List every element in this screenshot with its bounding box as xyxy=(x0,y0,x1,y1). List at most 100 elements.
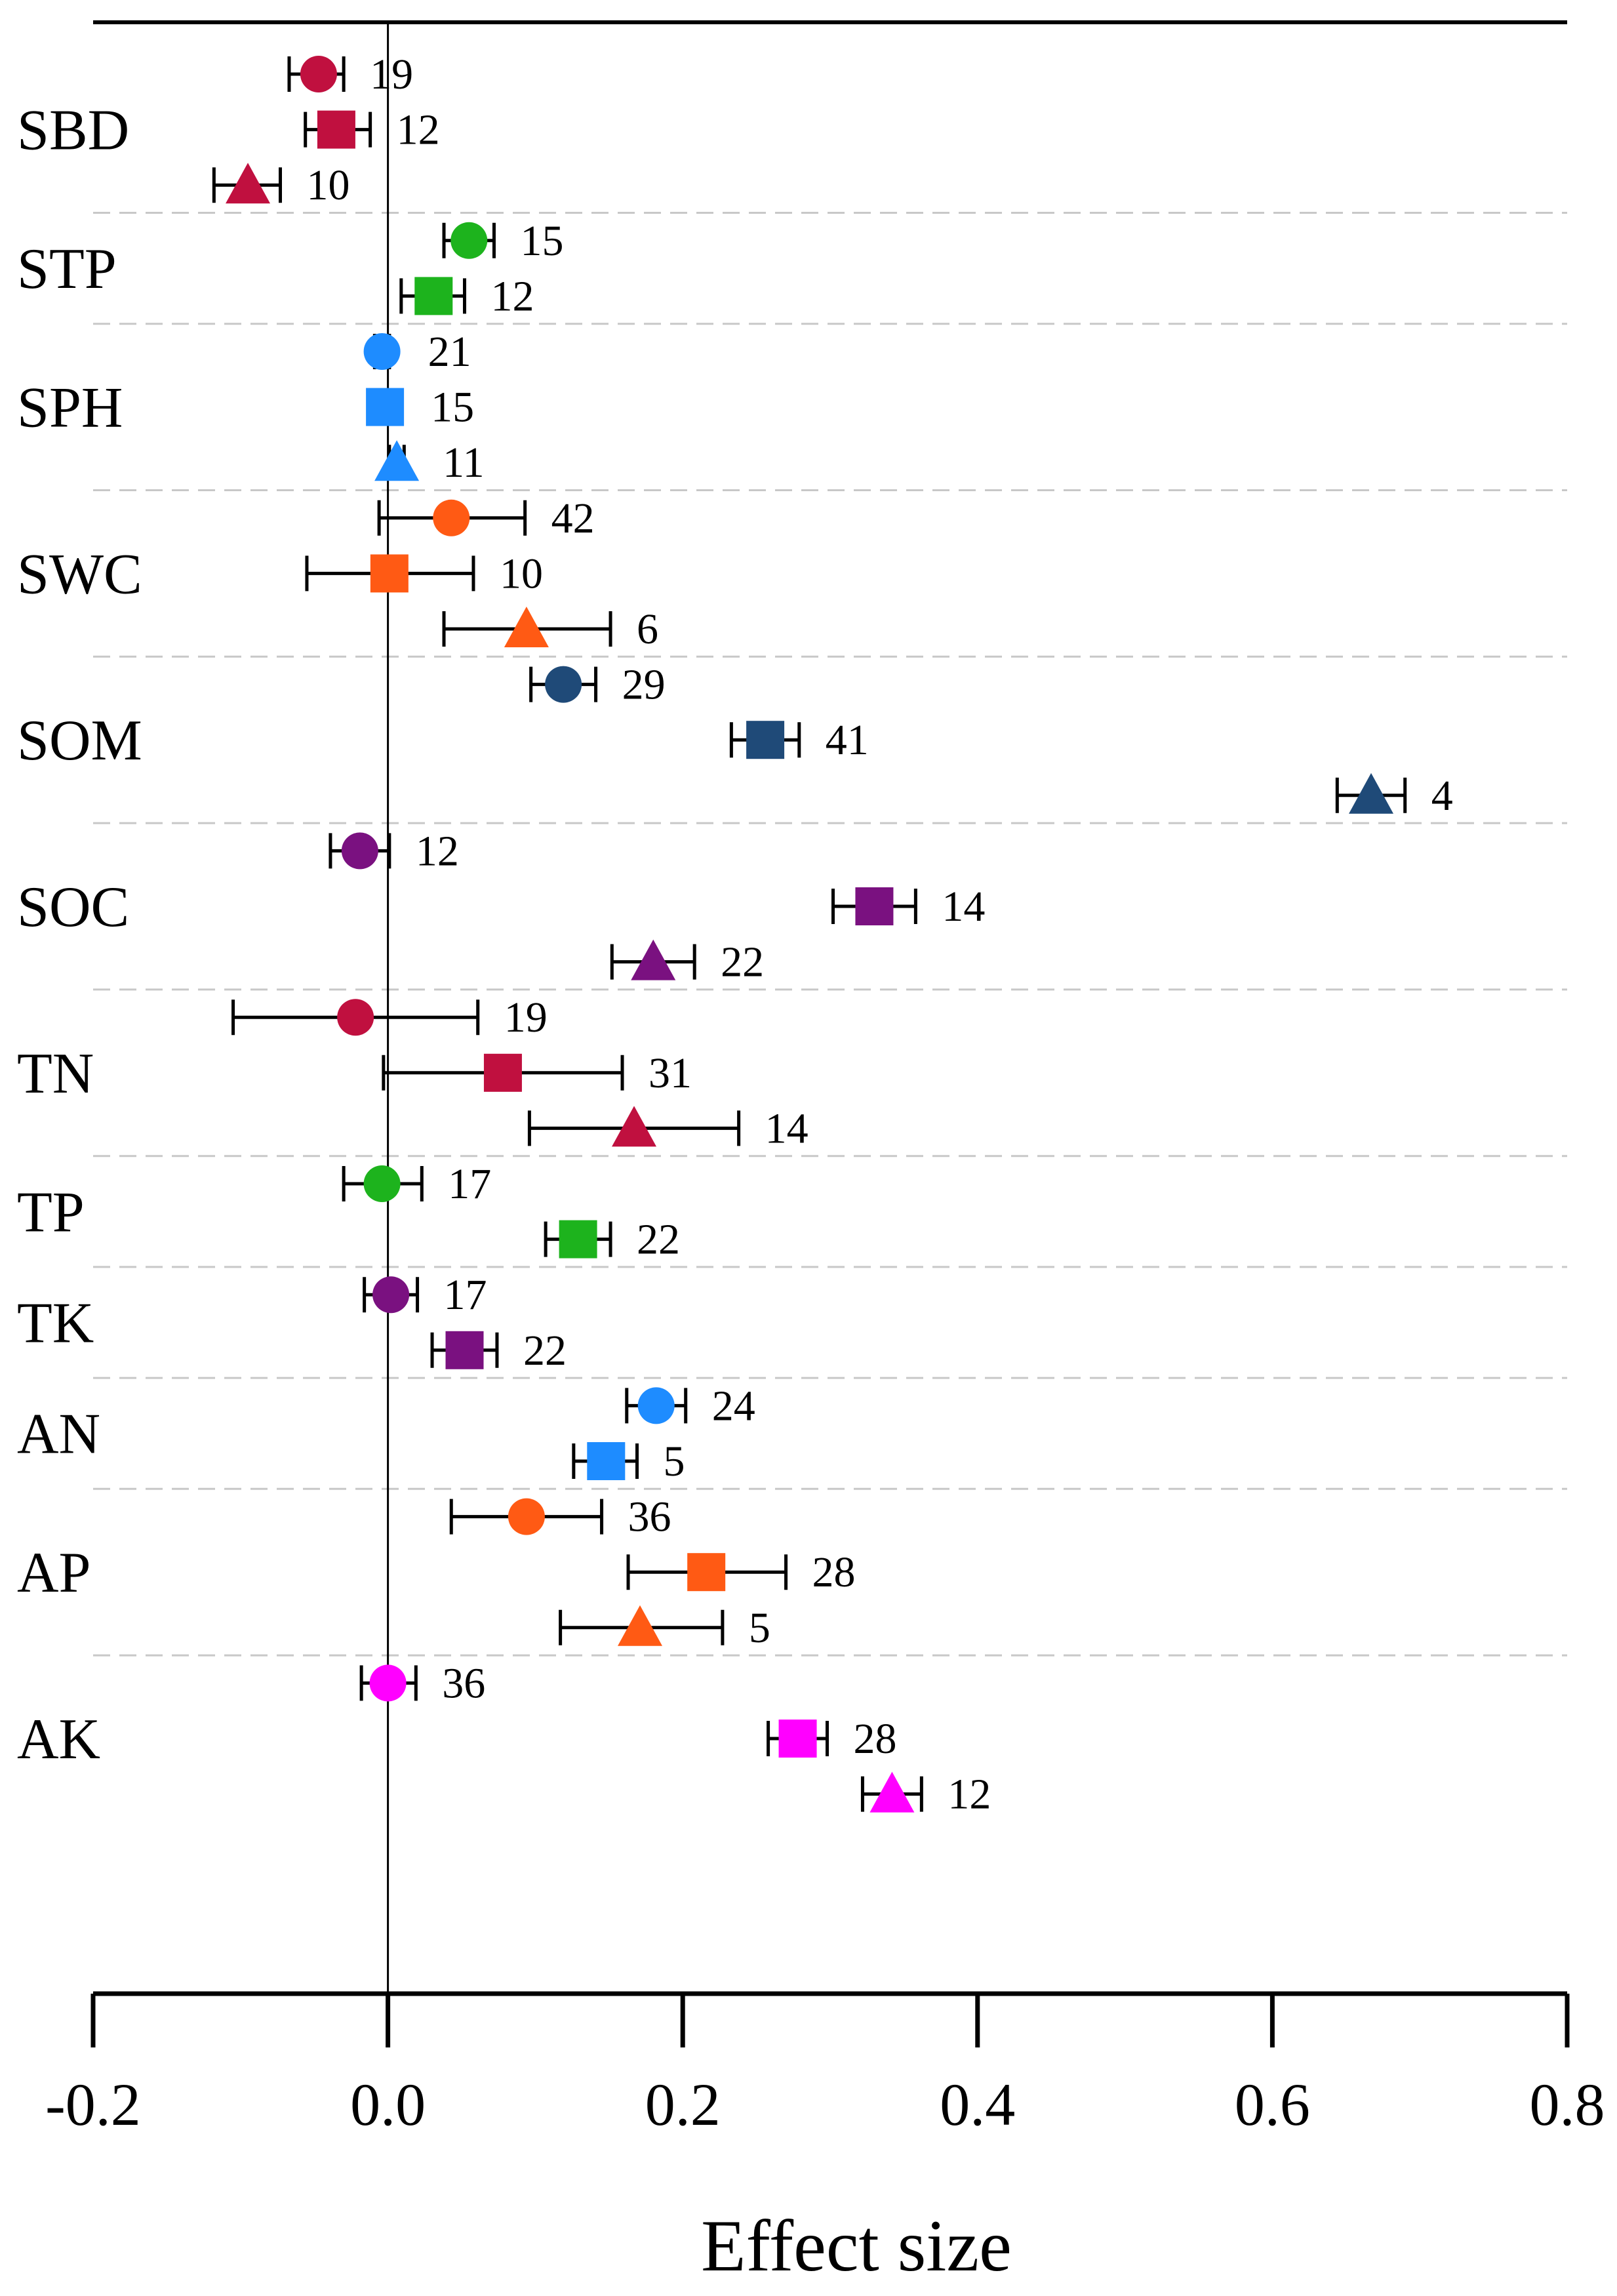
effect-som-triangle: 4 xyxy=(1335,772,1453,820)
point-circle xyxy=(637,1387,675,1424)
point-circle xyxy=(300,56,337,92)
point-triangle xyxy=(374,440,420,481)
effect-tk-circle: 17 xyxy=(363,1271,487,1319)
point-triangle xyxy=(618,1605,663,1646)
sample-size-label: 12 xyxy=(490,272,534,320)
sample-size-label: 12 xyxy=(397,106,440,154)
sample-size-label: 42 xyxy=(551,494,595,542)
sample-size-label: 21 xyxy=(428,328,471,376)
point-triangle xyxy=(504,607,549,647)
sample-size-label: 28 xyxy=(854,1715,897,1763)
point-circle xyxy=(450,222,488,259)
point-square xyxy=(746,721,785,759)
effect-stp-square: 12 xyxy=(399,272,534,320)
effect-som-circle: 29 xyxy=(529,661,666,709)
x-tick-label: 0.0 xyxy=(350,2071,426,2138)
sample-size-label: 19 xyxy=(504,994,548,1041)
effect-sbd-triangle: 10 xyxy=(212,161,349,209)
effect-ak-circle: 36 xyxy=(359,1659,485,1707)
sample-size-label: 28 xyxy=(812,1548,856,1596)
point-square xyxy=(687,1553,726,1592)
group-label-tk: TK xyxy=(17,1292,94,1356)
sample-size-label: 11 xyxy=(443,439,485,487)
effect-som-square: 41 xyxy=(729,716,869,764)
sample-size-label: 15 xyxy=(431,384,474,432)
effect-ak-triangle: 12 xyxy=(860,1771,991,1819)
point-square xyxy=(559,1220,597,1259)
point-square xyxy=(366,388,405,426)
point-triangle xyxy=(1349,773,1394,814)
effect-swc-triangle: 6 xyxy=(442,605,658,653)
x-tick-label: 0.4 xyxy=(940,2071,1015,2138)
label-layer: SBD STP SPH SWC SOM SOC TN TP TK AN AP AK xyxy=(17,99,142,1771)
point-square xyxy=(317,110,355,149)
point-circle xyxy=(508,1498,545,1535)
point-circle xyxy=(369,1664,407,1702)
x-axis-title: Effect size xyxy=(701,2205,1012,2287)
x-tick-label: -0.2 xyxy=(45,2071,141,2138)
sample-size-label: 19 xyxy=(370,50,413,98)
sample-size-label: 41 xyxy=(826,716,869,764)
sample-size-label: 6 xyxy=(637,605,658,653)
x-tick-label: 0.6 xyxy=(1235,2071,1310,2138)
group-label-soc: SOC xyxy=(17,876,129,939)
sample-size-label: 29 xyxy=(622,661,666,709)
sample-size-label: 4 xyxy=(1431,772,1453,820)
point-circle xyxy=(545,666,582,703)
effect-sph-circle: 21 xyxy=(363,328,471,376)
point-triangle xyxy=(226,163,271,204)
x-tick-label: 0.8 xyxy=(1530,2071,1605,2138)
effect-soc-circle: 12 xyxy=(329,827,459,875)
effect-tn-square: 31 xyxy=(382,1049,692,1097)
effect-sbd-square: 12 xyxy=(304,106,440,154)
point-circle xyxy=(372,1276,410,1314)
effect-sbd-circle: 19 xyxy=(287,50,413,98)
effect-sph-triangle: 11 xyxy=(374,439,485,487)
group-label-stp: STP xyxy=(17,237,117,301)
effect-ak-square: 28 xyxy=(767,1715,897,1763)
effect-tk-square: 22 xyxy=(430,1327,567,1375)
sample-size-label: 12 xyxy=(416,827,459,875)
sample-size-label: 17 xyxy=(448,1160,491,1208)
effect-swc-square: 10 xyxy=(305,550,543,597)
point-square xyxy=(483,1053,522,1092)
point-triangle xyxy=(869,1771,915,1813)
sample-size-label: 14 xyxy=(942,883,985,931)
sample-size-label: 14 xyxy=(765,1104,808,1152)
point-square xyxy=(855,887,894,925)
sample-size-label: 22 xyxy=(523,1327,567,1375)
sample-size-label: 10 xyxy=(500,550,543,597)
effect-tn-triangle: 14 xyxy=(527,1104,808,1152)
point-circle xyxy=(337,999,374,1036)
point-square xyxy=(370,554,409,593)
sample-size-label: 5 xyxy=(664,1438,685,1485)
effect-stp-circle: 15 xyxy=(442,217,563,265)
effect-swc-circle: 42 xyxy=(377,494,595,542)
effect-ap-square: 28 xyxy=(626,1548,856,1596)
sample-size-label: 17 xyxy=(444,1271,487,1319)
grid-layer xyxy=(93,212,1567,1657)
sample-size-label: 15 xyxy=(520,217,563,265)
sample-size-label: 22 xyxy=(637,1216,680,1264)
point-square xyxy=(587,1442,626,1480)
point-circle xyxy=(363,1165,401,1202)
sample-size-label: 10 xyxy=(306,161,349,209)
effect-an-circle: 24 xyxy=(625,1382,755,1430)
point-circle xyxy=(341,832,378,870)
point-square xyxy=(414,277,453,315)
effect-soc-triangle: 22 xyxy=(610,938,764,986)
axis-layer: -0.2 0.0 0.2 0.4 0.6 0.8 xyxy=(45,20,1605,2138)
point-square xyxy=(778,1720,817,1758)
point-square xyxy=(445,1331,484,1369)
group-label-tp: TP xyxy=(17,1180,85,1244)
effect-ap-circle: 36 xyxy=(449,1493,671,1541)
effect-soc-square: 14 xyxy=(831,883,985,931)
sample-size-label: 31 xyxy=(649,1049,692,1097)
effect-tn-circle: 19 xyxy=(231,994,548,1041)
effect-an-square: 5 xyxy=(572,1438,685,1485)
effect-tp-circle: 17 xyxy=(342,1160,491,1208)
point-triangle xyxy=(612,1106,657,1147)
marks-layer: 1912101512211511421062941412142219311417… xyxy=(212,50,1453,1819)
